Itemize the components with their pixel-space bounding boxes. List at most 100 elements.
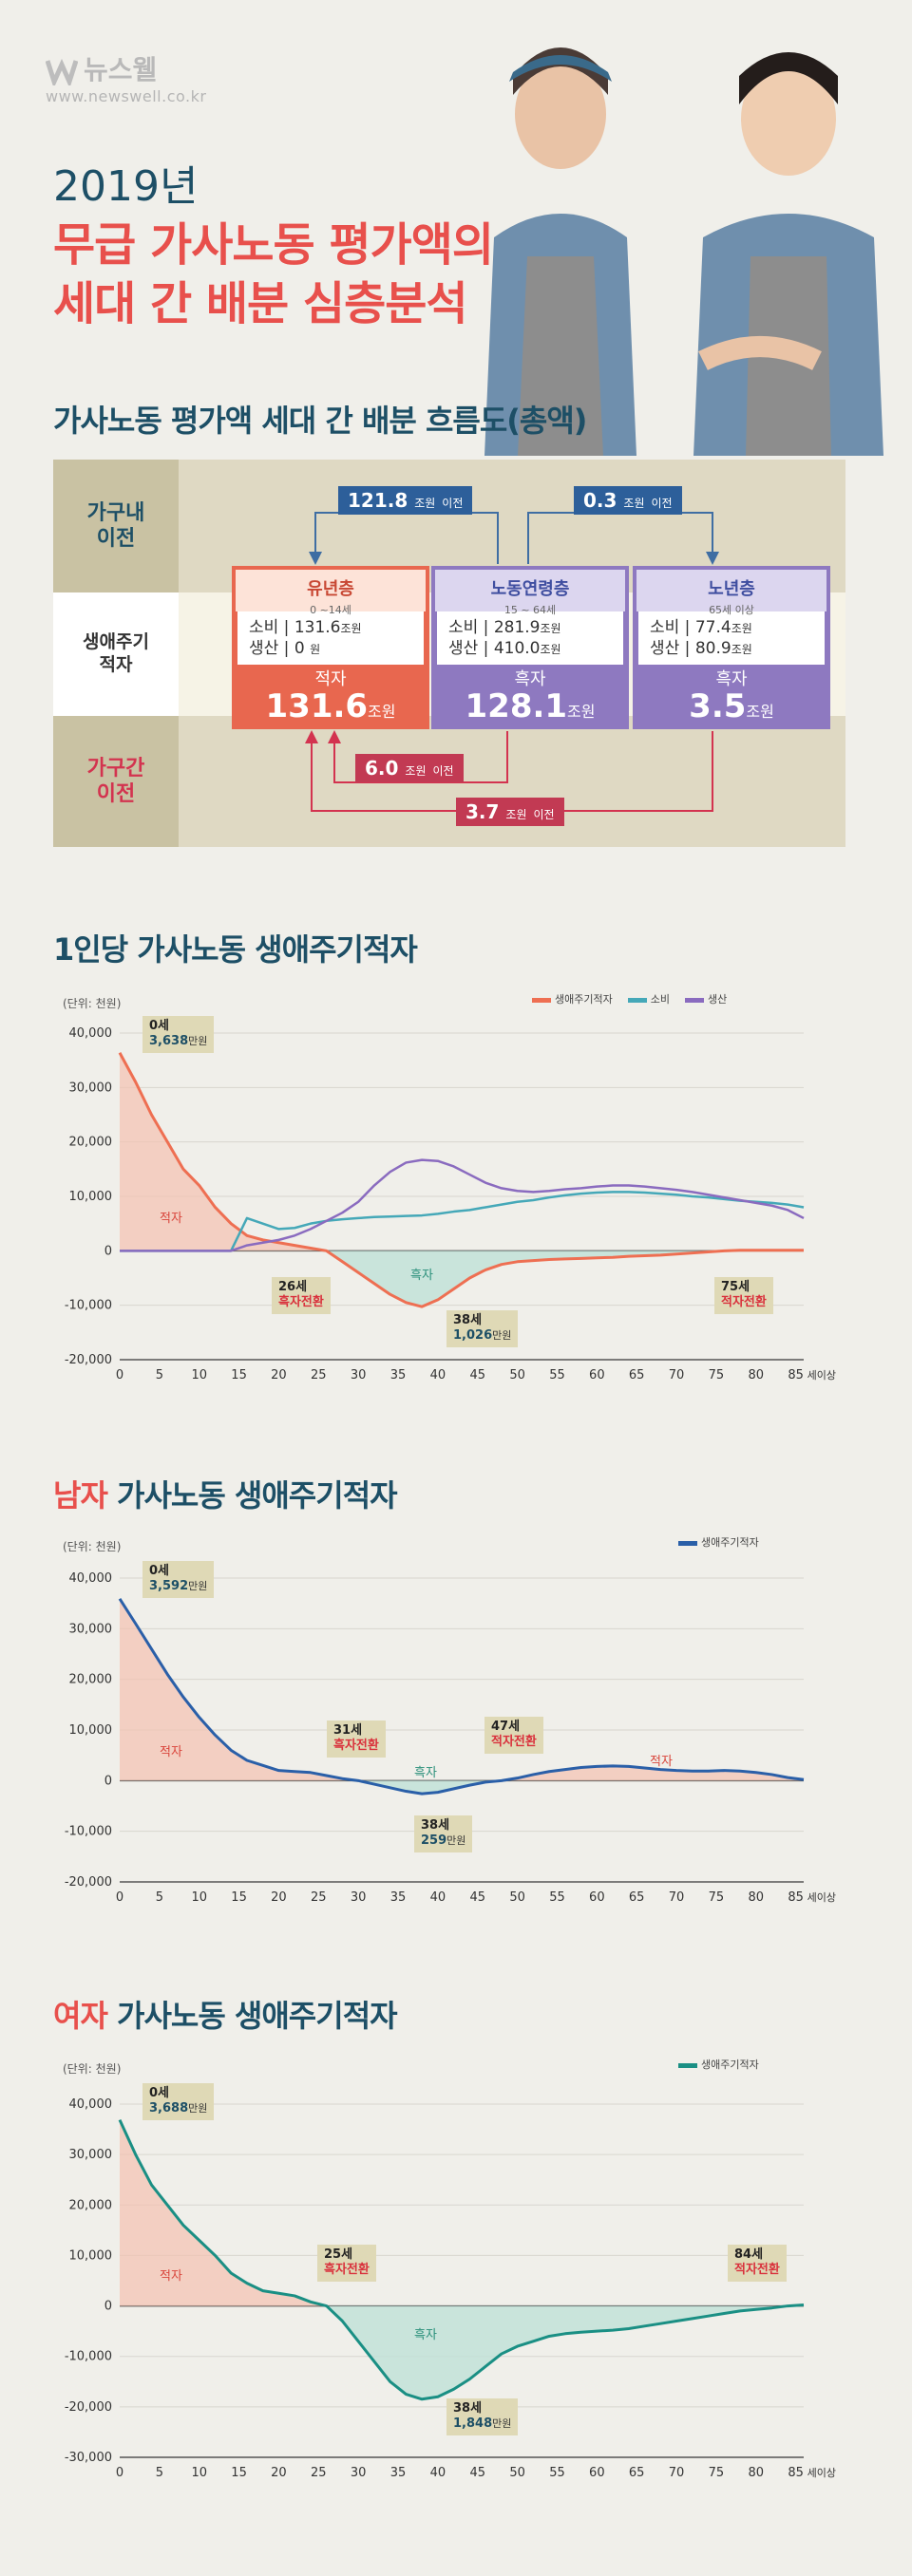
x-tick-label: 45 [469,1890,485,1905]
x-tick-label: 40 [430,2466,446,2480]
woman-figure [484,47,636,456]
y-tick-label: 0 [104,1774,112,1788]
callout-min: 38세 1,026만원 [446,1310,519,1347]
deficit-area [120,1598,804,1781]
arrow-intra-elder [527,512,719,565]
callout-age0: 0세 3,688만원 [142,2083,215,2120]
x-tick-label: 85 [788,2466,804,2480]
title-line-1: 무급 가사노동 평가액의 [53,218,494,272]
y-tick-label: 10,000 [69,1723,113,1738]
surplus-area [120,1250,804,1307]
arrow-intra-youth [309,512,499,565]
legend-item: 생애주기적자 [532,991,613,1006]
series-line-1 [118,2118,805,2401]
group-values: 소비 | 281.9조원 생산 | 410.0조원 [437,611,623,665]
x-tick-label: 50 [509,2466,525,2480]
x-tick-label: 10 [191,2466,207,2480]
callout-turn-deficit: 47세 적자전환 [484,1717,543,1754]
title-line-2: 세대 간 배분 심층분석 [53,277,468,330]
x-tick-label: 55 [549,1368,565,1382]
legend-item: 생산 [684,991,727,1006]
x-tick-label: 45 [469,1368,485,1382]
x-tick-label: 10 [191,1368,207,1382]
y-tick-label: 30,000 [69,2148,113,2162]
x-tick-label: 75 [709,2466,725,2480]
y-tick-label: -30,000 [65,2451,112,2465]
callout-turn-surplus: 26세 흑자전환 [272,1277,331,1314]
x-tick-label: 0 [116,1890,124,1905]
x-axis-suffix: 세이상 [808,1891,836,1904]
callout-turn-deficit: 84세 적자전환 [728,2245,787,2282]
unit-label: (단위: 천원) [63,2062,122,2076]
y-tick-label: 40,000 [69,1026,113,1041]
site-url: www.newswell.co.kr [46,87,207,105]
y-tick-label: 30,000 [69,1622,113,1636]
row-label-inter: 가구간 이전 [53,716,179,847]
surplus-area [120,2305,804,2399]
zone-surplus: 흑자 [414,1766,437,1780]
chart2-legend: 생애주기적자 [678,1534,759,1550]
x-tick-label: 35 [390,1890,407,1905]
x-tick-label: 60 [589,1368,605,1382]
y-tick-label: -20,000 [65,1875,112,1890]
y-tick-label: 10,000 [69,2248,113,2263]
y-tick-label: 0 [104,2300,112,2314]
x-tick-label: 55 [549,1890,565,1905]
x-tick-label: 50 [509,1890,525,1905]
callout-turn-surplus: 25세 흑자전환 [317,2245,376,2282]
x-tick-label: 85 [788,1368,804,1382]
x-tick-label: 5 [156,1368,163,1382]
group-header: 노동연령층 15 ~ 64세 [435,570,625,616]
legend-item: 소비 [627,991,670,1006]
group-balance: 흑자 3.5조원 [689,669,774,725]
group-values: 소비 | 77.4조원 생산 | 80.9조원 [638,611,825,665]
callout-age0: 0세 3,592만원 [142,1561,215,1598]
callout-min: 38세 259만원 [414,1815,473,1852]
series-line-2 [120,1191,805,1252]
title-year: 2019년 [53,162,199,211]
group-box-elder: 노년층 65세 이상 소비 | 77.4조원 생산 | 80.9조원 흑자 3.5조… [633,566,830,729]
chart3-title: 여자 가사노동 생애주기적자 [53,1998,398,2034]
series-line-3 [120,1158,805,1252]
deficit-area [120,2119,804,2306]
x-tick-label: 30 [351,1368,367,1382]
man-figure [694,52,884,456]
flow-diagram: 가구내 이전 생애주기 적자 가구간 이전 121.8 조원 이전 0.3 조원… [53,460,846,847]
x-tick-label: 75 [709,1890,725,1905]
x-tick-label: 30 [351,2466,367,2480]
x-tick-label: 15 [231,1368,247,1382]
y-tick-label: 10,000 [69,1190,113,1204]
x-tick-label: 65 [629,1368,645,1382]
x-tick-label: 15 [231,2466,247,2480]
x-tick-label: 0 [116,2466,124,2480]
y-tick-label: -20,000 [65,2400,112,2415]
x-tick-label: 0 [116,1368,124,1382]
chart1-svg: 40,000 30,000 20,000 10,000 0 -10,000 -20,000 0… [65,1026,836,1382]
x-tick-label: 70 [669,1368,685,1382]
zone-deficit: 적자 [160,2269,182,2284]
y-tick-label: 20,000 [69,1673,113,1687]
group-balance: 흑자 128.1조원 [465,669,596,725]
chart-female: (단위: 천원) 생애주기적자 40,000 30,000 20,000 10,000… [0,2051,912,2497]
tag-intra-youth: 121.8 조원 이전 [338,486,473,515]
x-axis-suffix: 세이상 [808,2467,836,2479]
zone-deficit: 적자 [160,1212,182,1226]
unit-label: (단위: 천원) [63,997,122,1010]
x-tick-label: 40 [430,1368,446,1382]
series-line-1 [118,1597,805,1796]
x-tick-label: 15 [231,1890,247,1905]
x-tick-label: 80 [748,1368,764,1382]
x-tick-label: 10 [191,1890,207,1905]
logo-text: 뉴스웰 [84,54,158,85]
x-tick-label: 70 [669,2466,685,2480]
y-tick-label: -10,000 [65,1299,112,1313]
group-header: 유년층 0 ~14세 [236,570,426,616]
x-tick-label: 60 [589,2466,605,2480]
zone-deficit-young: 적자 [160,1745,182,1759]
x-tick-label: 70 [669,1890,685,1905]
x-tick-label: 40 [430,1890,446,1905]
x-tick-label: 20 [271,1890,287,1905]
chart3-svg: 40,000 30,000 20,000 10,000 0 -10,000 -20,000 -… [65,2097,836,2480]
x-tick-label: 35 [390,1368,407,1382]
chart-male: (단위: 천원) 생애주기적자 40,000 30,000 20,000 10,000… [0,1531,912,1929]
